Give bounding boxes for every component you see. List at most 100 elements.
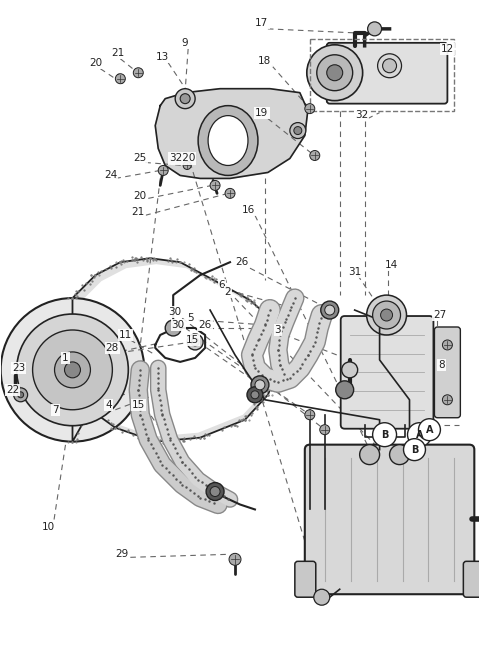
Circle shape (419, 419, 441, 441)
Text: 21: 21 (132, 207, 145, 217)
Polygon shape (71, 264, 282, 437)
Circle shape (368, 22, 382, 36)
Text: 13: 13 (156, 52, 169, 62)
Ellipse shape (198, 106, 258, 175)
Circle shape (33, 330, 112, 409)
Circle shape (251, 376, 269, 394)
Text: 4: 4 (105, 400, 112, 409)
Circle shape (18, 392, 24, 398)
Circle shape (191, 338, 199, 346)
Text: 26: 26 (198, 320, 212, 330)
Text: 15: 15 (132, 400, 145, 409)
Circle shape (314, 589, 330, 605)
Text: 32: 32 (355, 110, 368, 119)
Text: 5: 5 (187, 313, 193, 323)
Circle shape (381, 309, 393, 321)
Text: 31: 31 (348, 267, 361, 277)
Circle shape (372, 422, 396, 447)
Text: 22: 22 (6, 385, 19, 395)
Circle shape (64, 362, 81, 378)
Circle shape (158, 166, 168, 175)
Text: 30: 30 (168, 307, 182, 317)
Text: 25: 25 (133, 153, 147, 164)
Circle shape (175, 89, 195, 109)
Text: 2: 2 (225, 287, 231, 297)
Circle shape (408, 422, 432, 447)
Text: 12: 12 (441, 44, 454, 54)
Circle shape (229, 554, 241, 565)
Circle shape (210, 181, 220, 190)
Circle shape (115, 74, 125, 83)
Text: 26: 26 (235, 257, 249, 267)
Circle shape (372, 301, 400, 329)
Text: B: B (381, 430, 388, 439)
Circle shape (325, 305, 335, 315)
Text: 27: 27 (433, 310, 446, 320)
Circle shape (367, 295, 407, 335)
Circle shape (55, 352, 90, 388)
Circle shape (360, 445, 380, 465)
Polygon shape (155, 89, 308, 179)
Text: B: B (411, 445, 418, 454)
Circle shape (165, 320, 181, 336)
Circle shape (383, 59, 396, 73)
Circle shape (133, 68, 144, 78)
Text: 6: 6 (219, 280, 226, 290)
Circle shape (13, 388, 28, 402)
Text: 24: 24 (104, 170, 117, 181)
Circle shape (320, 424, 330, 435)
Text: 18: 18 (258, 56, 272, 66)
Circle shape (247, 387, 263, 403)
FancyBboxPatch shape (434, 327, 460, 418)
FancyBboxPatch shape (295, 561, 316, 597)
Bar (310, 39, 455, 111)
Circle shape (183, 162, 191, 170)
Text: 7: 7 (52, 405, 59, 415)
Circle shape (225, 188, 235, 198)
FancyBboxPatch shape (327, 43, 447, 104)
Text: 9: 9 (182, 38, 189, 48)
Text: 19: 19 (255, 108, 269, 117)
Text: 8: 8 (438, 360, 445, 370)
Text: 3220: 3220 (169, 153, 195, 164)
Circle shape (210, 486, 220, 497)
Text: 3: 3 (275, 325, 281, 335)
FancyBboxPatch shape (341, 316, 433, 429)
Text: A: A (426, 424, 433, 435)
Circle shape (443, 395, 452, 405)
Circle shape (180, 94, 190, 104)
Text: 20: 20 (89, 58, 102, 68)
Circle shape (342, 362, 358, 378)
Circle shape (187, 334, 203, 350)
Text: 1: 1 (62, 353, 69, 363)
Text: 23: 23 (12, 363, 25, 373)
Text: 28: 28 (106, 343, 119, 353)
Circle shape (378, 53, 402, 78)
Text: 16: 16 (241, 205, 254, 215)
Circle shape (321, 301, 339, 319)
Text: 14: 14 (385, 260, 398, 270)
Text: 15: 15 (185, 335, 199, 345)
Circle shape (317, 55, 353, 91)
Circle shape (0, 298, 144, 441)
Circle shape (305, 409, 315, 420)
FancyBboxPatch shape (463, 561, 480, 597)
FancyBboxPatch shape (305, 445, 474, 594)
Text: 10: 10 (42, 522, 55, 533)
Circle shape (310, 151, 320, 160)
Text: 11: 11 (119, 330, 132, 340)
Circle shape (290, 123, 306, 138)
Circle shape (251, 391, 259, 399)
Circle shape (255, 380, 265, 390)
Circle shape (327, 65, 343, 81)
Text: 20: 20 (134, 192, 147, 201)
Ellipse shape (208, 115, 248, 166)
Circle shape (404, 439, 425, 460)
Circle shape (390, 445, 409, 465)
Circle shape (307, 45, 363, 100)
Circle shape (17, 314, 128, 426)
Circle shape (206, 482, 224, 501)
Circle shape (294, 126, 302, 134)
Text: 17: 17 (255, 18, 269, 28)
Circle shape (336, 381, 354, 399)
